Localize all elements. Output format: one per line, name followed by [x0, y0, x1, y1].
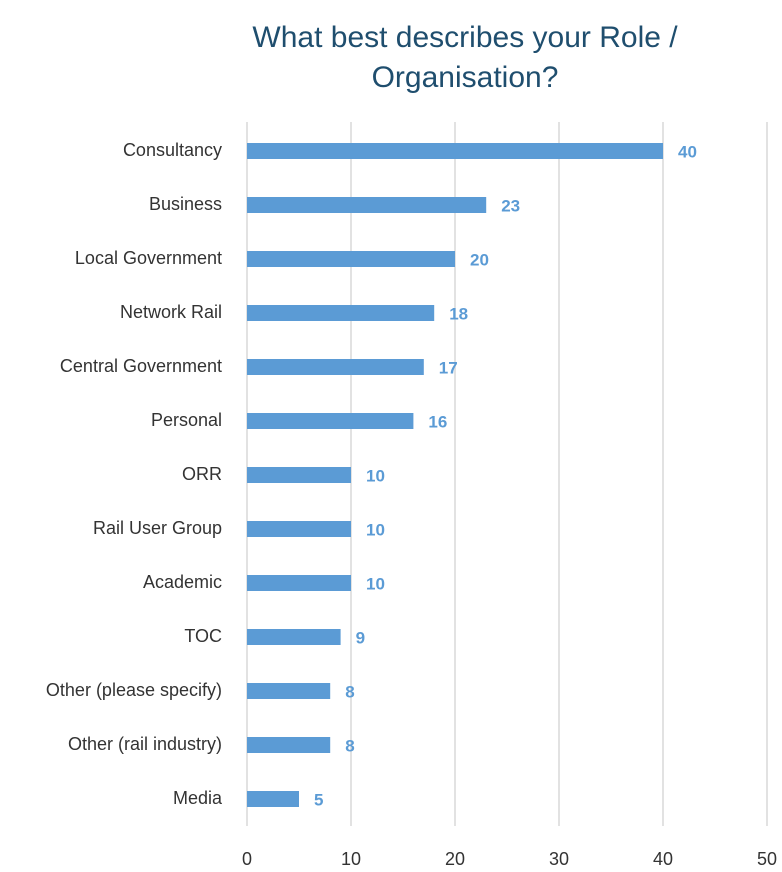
- y-tick-label: Academic: [143, 572, 222, 592]
- bar: [247, 575, 351, 591]
- y-tick-label: Personal: [151, 410, 222, 430]
- data-label: 10: [366, 520, 385, 539]
- x-tick-label: 40: [653, 849, 673, 869]
- y-tick-label: Network Rail: [120, 302, 222, 322]
- bar: [247, 197, 487, 213]
- y-tick-label: Consultancy: [123, 140, 222, 160]
- data-label: 9: [356, 628, 365, 647]
- x-tick-label: 0: [242, 849, 252, 869]
- y-tick-label: Other (please specify): [46, 680, 222, 700]
- bar: [247, 683, 331, 699]
- y-tick-label: Local Government: [75, 248, 222, 268]
- data-label: 18: [449, 304, 468, 323]
- bar: [247, 143, 663, 159]
- y-tick-label: Business: [149, 194, 222, 214]
- bar: [247, 791, 299, 807]
- data-label: 10: [366, 466, 385, 485]
- bar: [247, 359, 424, 375]
- bar: [247, 251, 455, 267]
- y-tick-label: ORR: [182, 464, 222, 484]
- x-tick-label: 50: [757, 849, 777, 869]
- bar: [247, 467, 351, 483]
- data-label: 20: [470, 250, 489, 269]
- data-label: 23: [501, 196, 520, 215]
- y-tick-label: Media: [173, 788, 223, 808]
- x-tick-label: 30: [549, 849, 569, 869]
- y-tick-label: TOC: [184, 626, 222, 646]
- bar: [247, 737, 331, 753]
- bar: [247, 629, 341, 645]
- data-label: 16: [428, 412, 447, 431]
- data-label: 8: [345, 682, 354, 701]
- y-tick-label: Rail User Group: [93, 518, 222, 538]
- data-label: 5: [314, 790, 323, 809]
- data-label: 17: [439, 358, 458, 377]
- data-label: 40: [678, 142, 697, 161]
- bar: [247, 413, 414, 429]
- bar: [247, 305, 435, 321]
- x-tick-label: 10: [341, 849, 361, 869]
- y-tick-label: Other (rail industry): [68, 734, 222, 754]
- y-tick-label: Central Government: [60, 356, 222, 376]
- bar: [247, 521, 351, 537]
- chart-title: What best describes your Role / Organisa…: [252, 21, 678, 94]
- data-label: 10: [366, 574, 385, 593]
- x-tick-label: 20: [445, 849, 465, 869]
- data-label: 8: [345, 736, 354, 755]
